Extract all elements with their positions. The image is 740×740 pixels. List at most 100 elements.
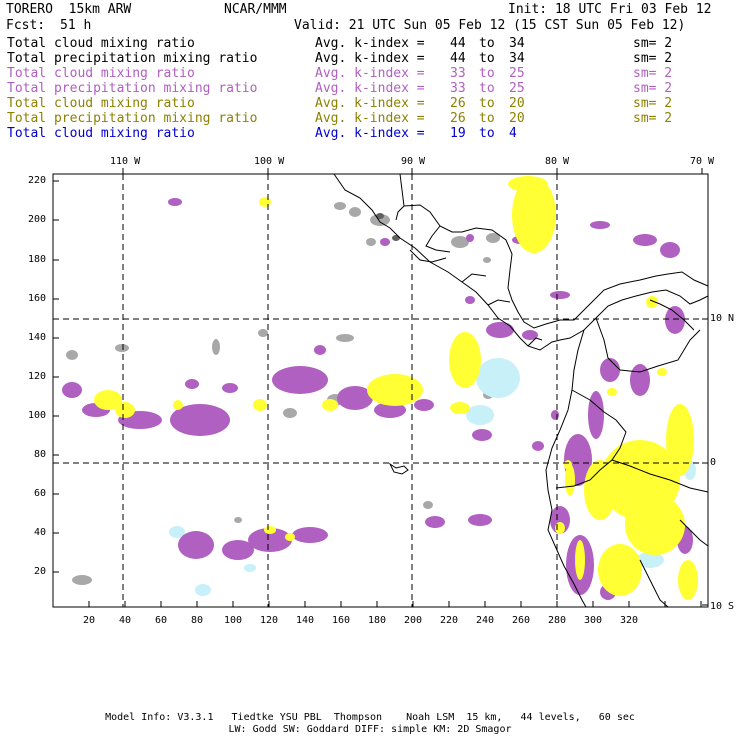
y-tick-label: 100 (28, 410, 47, 421)
legend-k-end: 34 (509, 51, 525, 66)
x-tick-label: 180 (368, 615, 387, 626)
lon-label-70w: 70 W (690, 156, 715, 167)
init-time: Init: 18 UTC Fri 03 Feb 12 (508, 2, 712, 17)
legend-to: to (479, 51, 495, 66)
colombia-ecuador-border (555, 389, 627, 489)
x-tick-label: 120 (260, 615, 279, 626)
y-tick-label: 200 (28, 214, 47, 225)
legend-row: Total cloud mixing ratio Avg. k-index = 26… (7, 96, 727, 111)
model-name: TORERO 15km ARW (6, 2, 132, 17)
legend-row: Total cloud mixing ratio Avg. k-index = 44… (7, 36, 727, 51)
legend-k-start: 33 (450, 66, 466, 81)
brazil-bolivia-border (679, 519, 709, 547)
peru-brazil-border (611, 459, 709, 493)
legend-k-end: 20 (509, 111, 525, 126)
y-tick-label: 180 (28, 254, 47, 265)
y-tick-label: 80 (34, 449, 47, 460)
x-tick-label: 100 (224, 615, 243, 626)
x-tick-label: 320 (620, 615, 639, 626)
x-tick-label: 60 (155, 615, 168, 626)
legend-to: to (479, 111, 495, 126)
costa-rica-border (527, 337, 543, 347)
legend-field: Total precipitation mixing ratio (7, 111, 258, 126)
x-tick-label: 280 (548, 615, 567, 626)
model-info-line-1: Model Info: V3.3.1 Tiedtke YSU PBL Thomp… (105, 712, 635, 723)
lon-label-110w: 110 W (110, 156, 141, 167)
legend-k-end: 20 (509, 96, 525, 111)
y-tick-label: 120 (28, 371, 47, 382)
lon-label-90w: 90 W (401, 156, 426, 167)
x-tick-label: 260 (512, 615, 531, 626)
forecast-label: Fcst: (6, 18, 46, 33)
legend-k-end: 4 (509, 126, 517, 141)
x-tick-label: 300 (584, 615, 603, 626)
legend-k-end: 34 (509, 36, 525, 51)
legend-avg-label: Avg. k-index = (315, 81, 425, 96)
y-tick-label: 140 (28, 332, 47, 343)
yucatan-border (425, 225, 451, 253)
legend-k-start: 26 (450, 111, 466, 126)
coastlines (333, 173, 709, 608)
y-tick-label: 60 (34, 488, 47, 499)
legend-field: Total precipitation mixing ratio (7, 81, 258, 96)
legend-avg-label: Avg. k-index = (315, 36, 425, 51)
mexico-guatemala-border (395, 205, 405, 221)
x-tick-label: 80 (191, 615, 204, 626)
valid-time: Valid: 21 UTC Sun 05 Feb 12 (15 CST Sun … (294, 18, 686, 33)
legend-sm: sm= 2 (633, 111, 673, 126)
x-tick-label: 160 (332, 615, 351, 626)
legend-sm: sm= 2 (633, 36, 673, 51)
colombia-venezuela-border (595, 317, 701, 373)
lat-label-10s: 10 S (710, 601, 735, 612)
legend-field: Total cloud mixing ratio (7, 36, 195, 51)
x-tick-label: 220 (440, 615, 459, 626)
caribbean-coast (399, 173, 709, 329)
legend-avg-label: Avg. k-index = (315, 126, 425, 141)
legend-k-start: 19 (450, 126, 466, 141)
nicaragua-border (487, 299, 511, 306)
legend-to: to (479, 96, 495, 111)
legend-row: Total precipitation mixing ratio Avg. k-i… (7, 111, 727, 126)
honduras-border (461, 273, 487, 283)
legend-row: Total cloud mixing ratio Avg. k-index = 19… (7, 126, 727, 141)
lon-label-100w: 100 W (254, 156, 285, 167)
x-tick-label: 40 (119, 615, 132, 626)
y-tick-label: 40 (34, 527, 47, 538)
bolivia-border (639, 559, 669, 608)
lon-label-80w: 80 W (545, 156, 570, 167)
legend-avg-label: Avg. k-index = (315, 51, 425, 66)
top-lon-ticks (122, 168, 703, 174)
x-tick-label: 240 (476, 615, 495, 626)
south-america-pacific-coast (545, 329, 587, 608)
y-axis-ticks (53, 180, 708, 606)
x-tick-label: 200 (404, 615, 423, 626)
y-tick-label: 20 (34, 566, 47, 577)
legend-row: Total precipitation mixing ratio Avg. k-i… (7, 51, 727, 66)
legend-k-start: 44 (450, 36, 466, 51)
galapagos-islands (388, 462, 409, 475)
x-axis-ticks (88, 601, 702, 607)
lat-label-10n: 10 N (710, 313, 735, 324)
legend-sm: sm= 2 (633, 66, 673, 81)
legend-field: Total cloud mixing ratio (7, 66, 195, 81)
legend-row: Total cloud mixing ratio Avg. k-index = 33… (7, 66, 727, 81)
lat-label-equator: 0 (710, 457, 717, 468)
legend-k-start: 33 (450, 81, 466, 96)
x-tick-label: 20 (83, 615, 96, 626)
yellow-cloud-layer (94, 176, 698, 600)
organization: NCAR/MMM (224, 2, 287, 17)
legend-avg-label: Avg. k-index = (315, 96, 425, 111)
legend-to: to (479, 36, 495, 51)
legend-k-start: 44 (450, 51, 466, 66)
legend-avg-label: Avg. k-index = (315, 66, 425, 81)
legend-sm: sm= 2 (633, 51, 673, 66)
legend-k-end: 25 (509, 81, 525, 96)
legend-to: to (479, 81, 495, 96)
graticule (53, 174, 708, 607)
legend-k-start: 26 (450, 96, 466, 111)
venezuela-lake (649, 299, 695, 331)
legend-field: Total precipitation mixing ratio (7, 51, 258, 66)
x-tick-label: 140 (296, 615, 315, 626)
legend-sm: sm= 2 (633, 81, 673, 96)
